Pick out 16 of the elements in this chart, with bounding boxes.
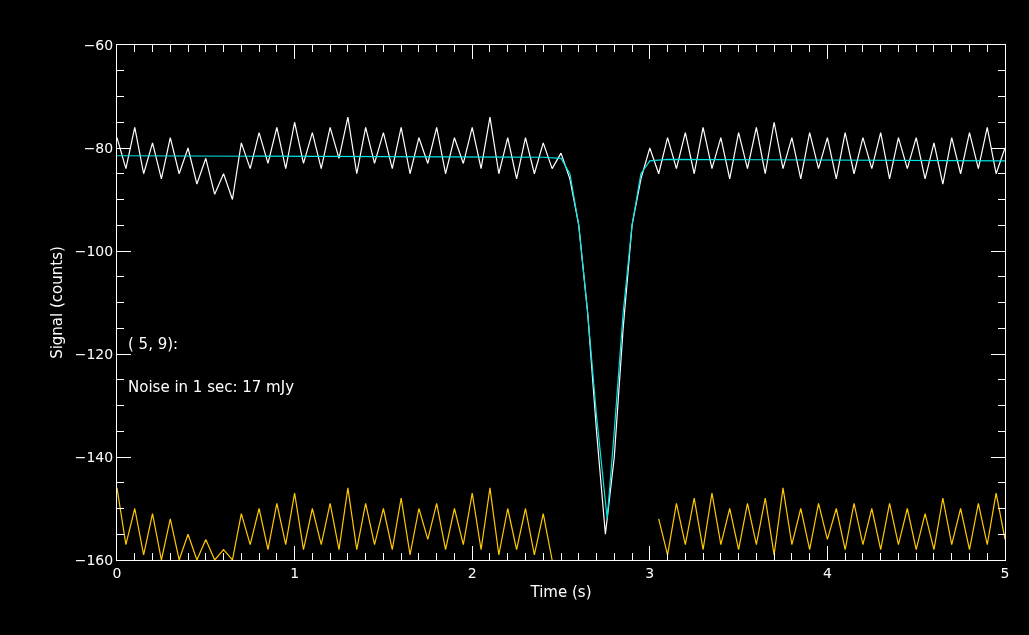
x-tick-label: 1 — [290, 564, 300, 581]
y-tick-label: −140 — [74, 448, 114, 465]
annotation: ( 5, 9): — [128, 335, 179, 353]
y-tick-label: −80 — [83, 139, 114, 156]
x-tick-label: 4 — [822, 564, 832, 581]
y-tick-label: −100 — [74, 242, 114, 259]
y-tick-label: −120 — [74, 345, 114, 362]
y-tick-label: −60 — [83, 36, 114, 53]
x-tick-label: 0 — [112, 564, 122, 581]
x-tick-label: 3 — [645, 564, 655, 581]
annotation: Noise in 1 sec: 17 mJy — [128, 378, 295, 396]
y-axis-title: Signal (counts) — [48, 246, 66, 359]
x-tick-label: 5 — [1000, 564, 1010, 581]
x-axis-title: Time (s) — [529, 582, 592, 601]
x-tick-label: 2 — [467, 564, 477, 581]
y-tick-label: −160 — [74, 551, 114, 568]
